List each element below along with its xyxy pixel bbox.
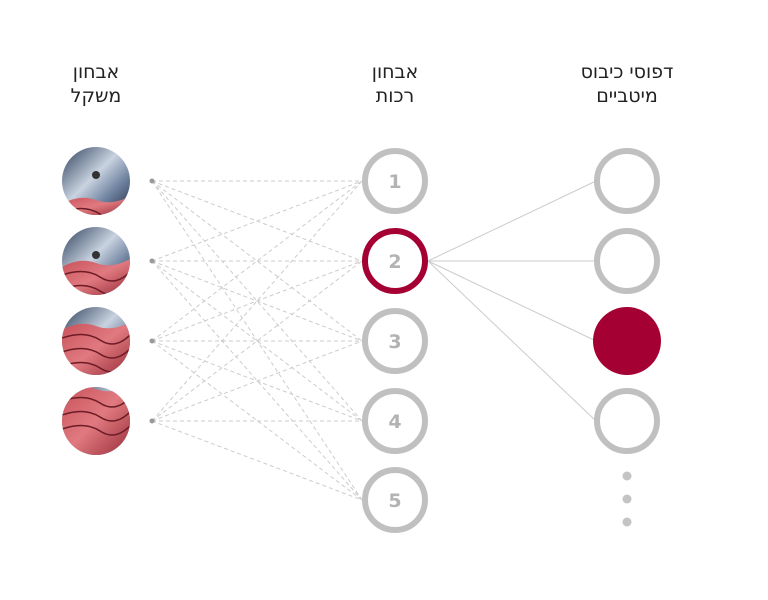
- dashed-connection: [151, 180, 363, 342]
- header-line: אבחון: [72, 61, 120, 83]
- header-optimal-wash-patterns: דפוסי כיבוס מיטביים: [527, 60, 727, 108]
- connection-dot: [149, 338, 155, 344]
- more-dot: [622, 471, 632, 481]
- connection-dot: [149, 418, 155, 424]
- more-dot: [622, 494, 632, 504]
- header-line: מיטביים: [596, 85, 658, 107]
- header-softness-diagnosis: אבחון רכות: [295, 60, 495, 108]
- connection-dot: [149, 258, 155, 264]
- solid-connection: [427, 260, 597, 342]
- softness-level-3: [362, 308, 428, 374]
- dashed-connection: [151, 180, 363, 262]
- dashed-connection: [151, 340, 363, 501]
- wash-pattern: [594, 148, 660, 214]
- dashed-connection: [151, 420, 363, 501]
- header-weight-diagnosis: אבחון משקל: [0, 60, 196, 108]
- wash-pattern: [594, 228, 660, 294]
- dashed-connection: [151, 260, 363, 342]
- softness-level-5: [362, 467, 428, 533]
- load-level-image: [62, 227, 130, 295]
- wash-pattern: [594, 388, 660, 454]
- dashed-connection: [151, 260, 363, 422]
- softness-label: 3: [388, 331, 401, 353]
- softness-label: 4: [388, 411, 401, 433]
- softness-level-2: [362, 228, 428, 294]
- load-level-image: [62, 147, 130, 215]
- load-level-image: [62, 387, 130, 455]
- solid-connection: [427, 180, 597, 262]
- solid-connection: [427, 260, 597, 422]
- softness-label: 1: [388, 171, 401, 193]
- header-line: אבחון: [371, 61, 419, 83]
- header-line: משקל: [70, 85, 122, 107]
- softness-level-1: [362, 148, 428, 214]
- more-dot: [622, 517, 632, 527]
- wash-pattern-selected: [593, 307, 661, 375]
- dashed-connection: [151, 180, 363, 342]
- connection-dot: [149, 178, 155, 184]
- softness-label: 2: [388, 251, 401, 273]
- dashed-connection: [151, 340, 363, 422]
- header-line: רכות: [375, 85, 415, 107]
- dashed-connection: [151, 260, 363, 422]
- load-level-image: [62, 307, 130, 375]
- softness-label: 5: [388, 490, 401, 512]
- header-line: דפוסי כיבוס: [580, 61, 674, 83]
- softness-level-4: [362, 388, 428, 454]
